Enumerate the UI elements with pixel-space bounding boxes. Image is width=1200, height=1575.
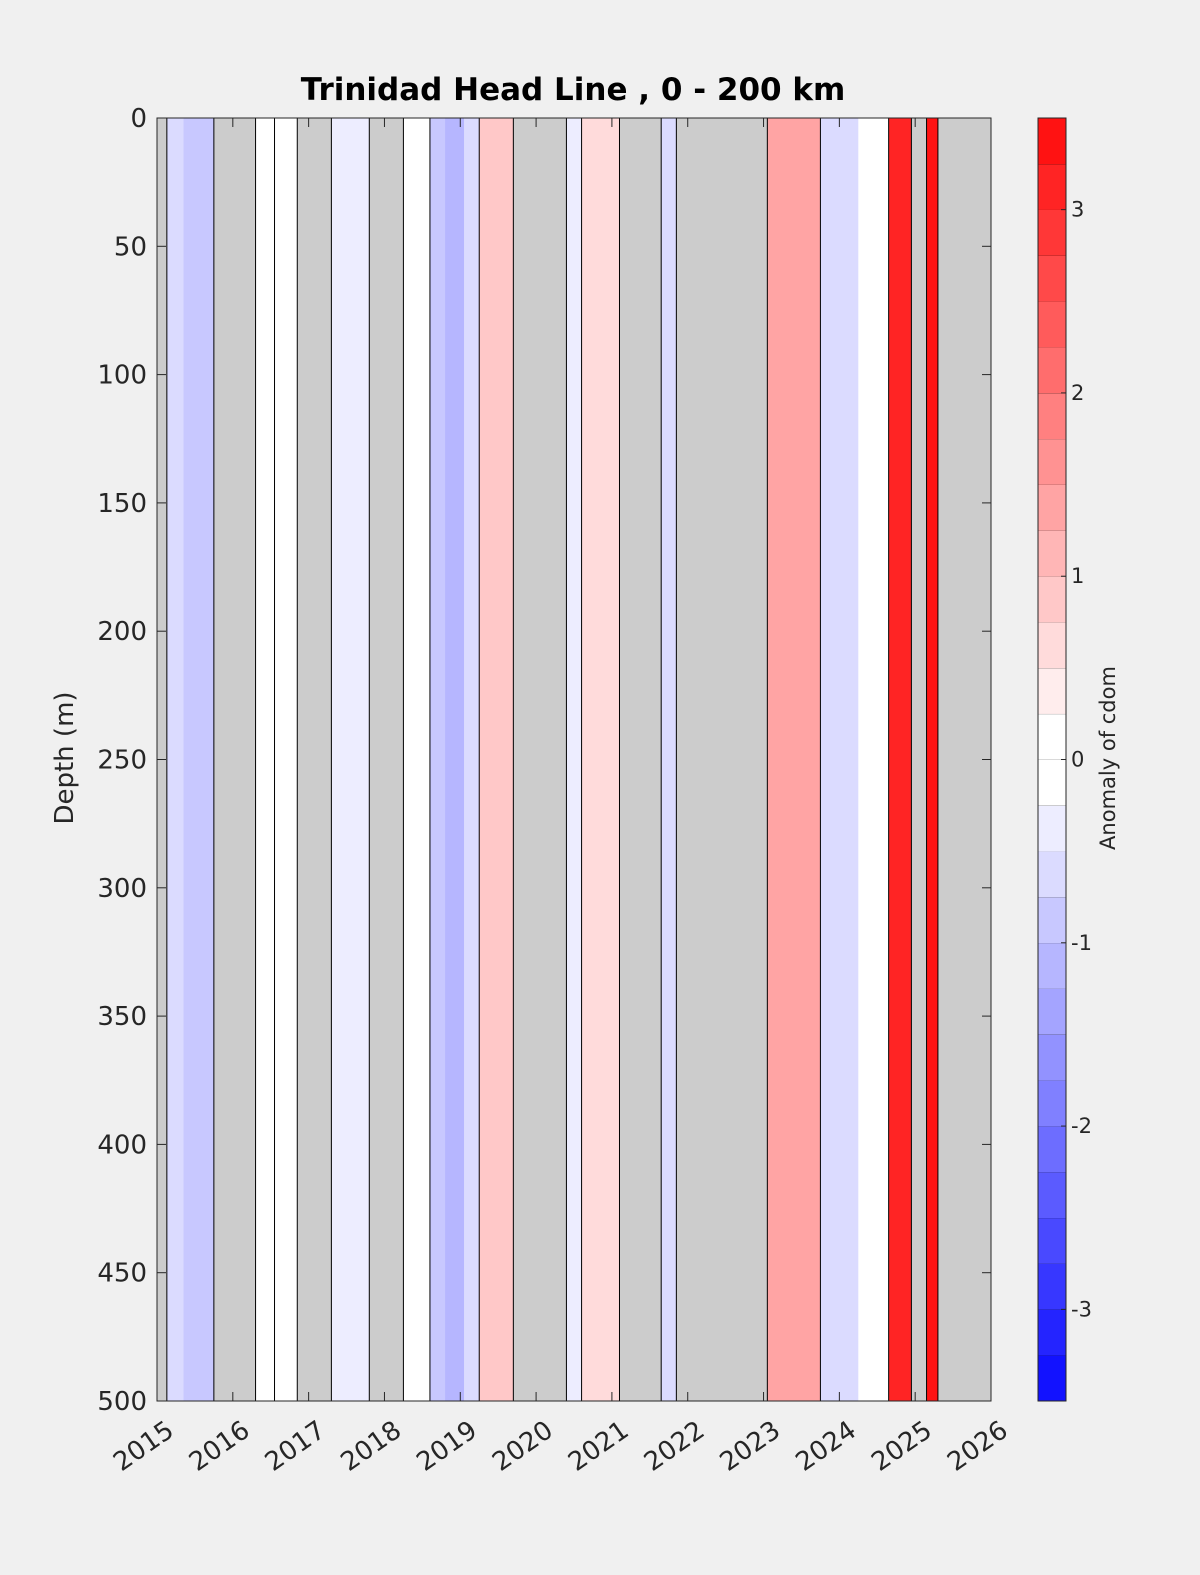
colorbar-level	[1038, 1355, 1066, 1402]
y-tick-label: 100	[97, 361, 147, 391]
y-tick-label: 0	[130, 104, 147, 134]
colorbar-tick-label: -2	[1071, 1114, 1092, 1138]
colorbar: -3 -2 -1 0 1 2 3	[1037, 117, 1092, 1402]
heatmap-band	[661, 118, 677, 1401]
heatmap-band	[213, 118, 256, 1401]
y-axis-label: Depth (m)	[50, 691, 80, 824]
x-tick-label: 2017	[260, 1415, 331, 1478]
colorbar-level	[1038, 942, 1066, 989]
colorbar-tick-label: -1	[1071, 931, 1092, 955]
x-tick-label: 2020	[487, 1415, 558, 1478]
x-tick-label: 2018	[336, 1415, 407, 1478]
heatmap-band	[331, 118, 370, 1401]
colorbar-level	[1038, 576, 1066, 623]
y-tick-label: 150	[97, 489, 147, 519]
x-tick-label: 2026	[942, 1415, 1013, 1478]
heatmap-band	[479, 118, 514, 1401]
x-tick-label: 2023	[715, 1415, 786, 1478]
x-tick-label: 2022	[639, 1415, 710, 1478]
y-tick-label: 300	[97, 874, 147, 904]
plot-area	[156, 117, 992, 1402]
colorbar-level	[1038, 622, 1066, 669]
x-tick-label: 2024	[791, 1415, 862, 1478]
y-tick-label: 250	[97, 746, 147, 776]
colorbar-level	[1038, 759, 1066, 806]
colorbar-level	[1038, 163, 1066, 210]
heatmap-band	[369, 118, 404, 1401]
heatmap-band	[445, 118, 465, 1401]
colorbar-tick-label: 3	[1071, 198, 1084, 222]
colorbar-level	[1038, 1217, 1066, 1264]
colorbar-tick-label: -3	[1071, 1297, 1092, 1321]
x-tick-label: 2016	[184, 1415, 255, 1478]
heatmap-band	[619, 118, 662, 1401]
x-tick-label: 2019	[411, 1415, 482, 1478]
heatmap-band	[566, 118, 582, 1401]
chart-title: Trinidad Head Line , 0 - 200 km	[301, 72, 846, 108]
x-tick-label: 2015	[108, 1415, 179, 1478]
colorbar-level	[1038, 1080, 1066, 1127]
heatmap-band	[858, 118, 889, 1401]
y-tick-label: 450	[97, 1259, 147, 1289]
y-tick-label: 400	[97, 1130, 147, 1160]
y-axis: 0 50 100 150 200 250 300 350 400 450 500	[97, 104, 991, 1417]
colorbar-level	[1038, 484, 1066, 531]
heatmap-band	[403, 118, 431, 1401]
colorbar-level	[1038, 805, 1066, 852]
x-tick-label: 2021	[563, 1415, 634, 1478]
heatmap-band	[183, 118, 215, 1401]
colorbar-level	[1038, 255, 1066, 302]
colorbar-level	[1038, 713, 1066, 760]
colorbar-level	[1038, 1263, 1066, 1310]
colorbar-level	[1038, 530, 1066, 577]
colorbar-level	[1038, 438, 1066, 485]
x-tick-label: 2025	[866, 1415, 937, 1478]
heatmap-band	[820, 118, 859, 1401]
heatmap-band	[166, 118, 184, 1401]
colorbar-level	[1038, 1126, 1066, 1173]
heatmap-band	[464, 118, 480, 1401]
heatmap-band	[926, 118, 939, 1401]
heatmap-band	[911, 118, 927, 1401]
colorbar-level	[1038, 301, 1066, 348]
colorbar-level	[1038, 896, 1066, 944]
colorbar-level	[1038, 667, 1066, 714]
colorbar-level	[1038, 347, 1066, 394]
colorbar-level	[1038, 1171, 1066, 1219]
y-tick-label: 500	[97, 1387, 147, 1417]
heatmap-band	[255, 118, 275, 1401]
colorbar-tick-label: 2	[1071, 381, 1084, 405]
heatmap-band	[297, 118, 332, 1401]
heatmap-band	[676, 118, 768, 1401]
heatmap-band	[513, 118, 567, 1401]
heatmap-band	[429, 118, 446, 1401]
colorbar-level	[1038, 988, 1066, 1035]
colorbar-level	[1038, 392, 1066, 440]
colorbar-label: Anomaly of cdom	[1096, 666, 1120, 850]
heatmap-band	[888, 118, 912, 1401]
colorbar-level	[1038, 118, 1066, 165]
y-tick-label: 50	[114, 232, 147, 262]
heatmap-band	[767, 118, 821, 1401]
colorbar-tick-label: 0	[1071, 748, 1084, 772]
colorbar-tick-label: 1	[1071, 564, 1084, 588]
colorbar-level	[1038, 1034, 1066, 1081]
y-tick-label: 350	[97, 1002, 147, 1032]
colorbar-level	[1038, 1309, 1066, 1356]
heatmap-band	[581, 118, 620, 1401]
heatmap-band	[274, 118, 298, 1401]
y-tick-label: 200	[97, 617, 147, 647]
colorbar-level	[1038, 209, 1066, 256]
colorbar-level	[1038, 851, 1066, 898]
